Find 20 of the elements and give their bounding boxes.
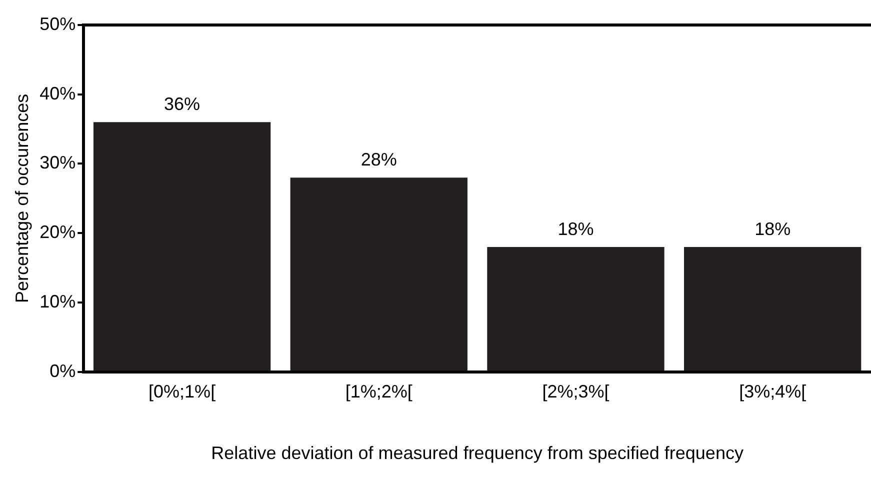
x-tick-label: [2%;3%[ xyxy=(542,382,610,402)
y-tick-label: 40% xyxy=(40,83,76,104)
bar xyxy=(487,246,664,371)
x-axis-title: Relative deviation of measured frequency from specified frequency xyxy=(211,443,744,464)
x-tick-label: [3%;4%[ xyxy=(739,382,806,402)
bar xyxy=(290,178,468,371)
x-tick-label: [0%;1%[ xyxy=(148,382,216,402)
data-label: 36% xyxy=(164,94,200,114)
x-tick-label: [1%;2%[ xyxy=(345,382,412,402)
bar xyxy=(684,246,862,371)
y-tick-label: 0% xyxy=(50,360,76,381)
y-tick-label: 20% xyxy=(40,222,76,242)
y-tick-label: 30% xyxy=(40,152,76,173)
data-label: 18% xyxy=(558,218,594,239)
y-tick-label: 50% xyxy=(40,14,76,34)
data-label: 18% xyxy=(754,218,791,239)
y-tick-label: 10% xyxy=(40,291,76,312)
bar xyxy=(93,122,271,371)
y-axis-title: Percentage of occurences xyxy=(12,94,32,303)
data-label: 28% xyxy=(360,150,397,170)
